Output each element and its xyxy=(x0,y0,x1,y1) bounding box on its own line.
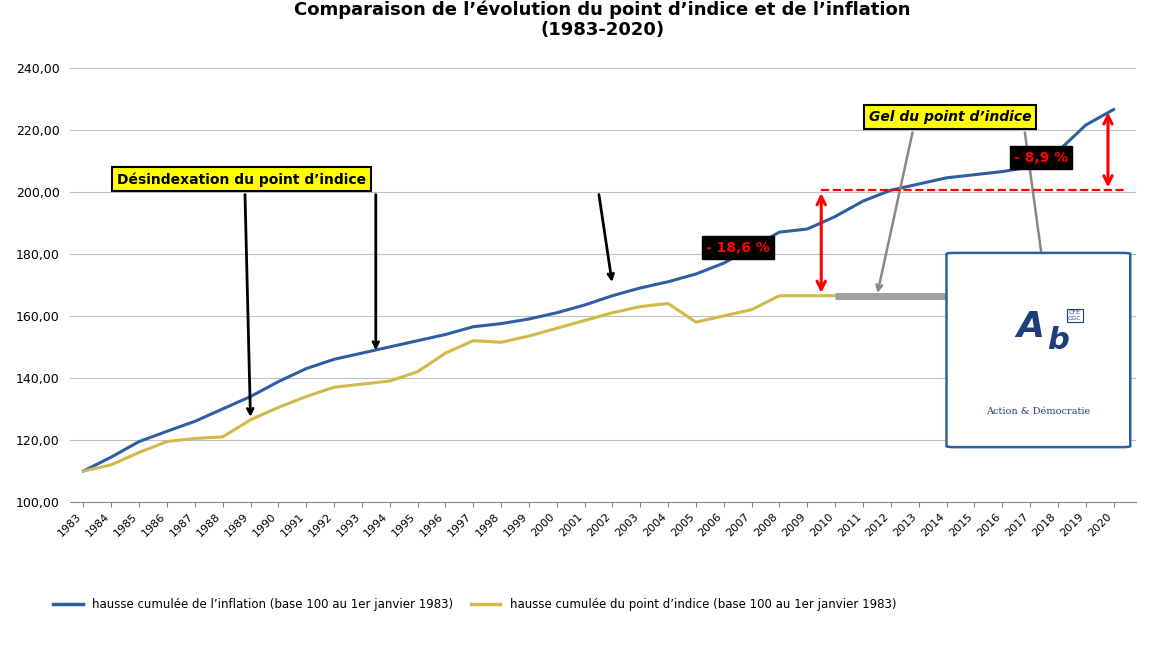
Legend: hausse cumulée de l’inflation (base 100 au 1er janvier 1983), hausse cumulée du : hausse cumulée de l’inflation (base 100 … xyxy=(49,593,901,615)
Text: A: A xyxy=(1016,310,1044,344)
Text: - 8,9 %: - 8,9 % xyxy=(1014,151,1069,165)
Text: Action & Démocratie: Action & Démocratie xyxy=(986,407,1091,416)
Text: b: b xyxy=(1047,326,1069,355)
Text: Gel du point d’indice: Gel du point d’indice xyxy=(868,110,1032,125)
Title: Comparaison de l’évolution du point d’indice et de l’inflation
(1983-2020): Comparaison de l’évolution du point d’in… xyxy=(294,0,911,40)
Text: - 18,6 %: - 18,6 % xyxy=(706,241,770,255)
Text: CFE
CGC: CFE CGC xyxy=(1067,310,1081,321)
Text: Désindexation du point d’indice: Désindexation du point d’indice xyxy=(117,172,366,186)
FancyBboxPatch shape xyxy=(947,253,1130,447)
